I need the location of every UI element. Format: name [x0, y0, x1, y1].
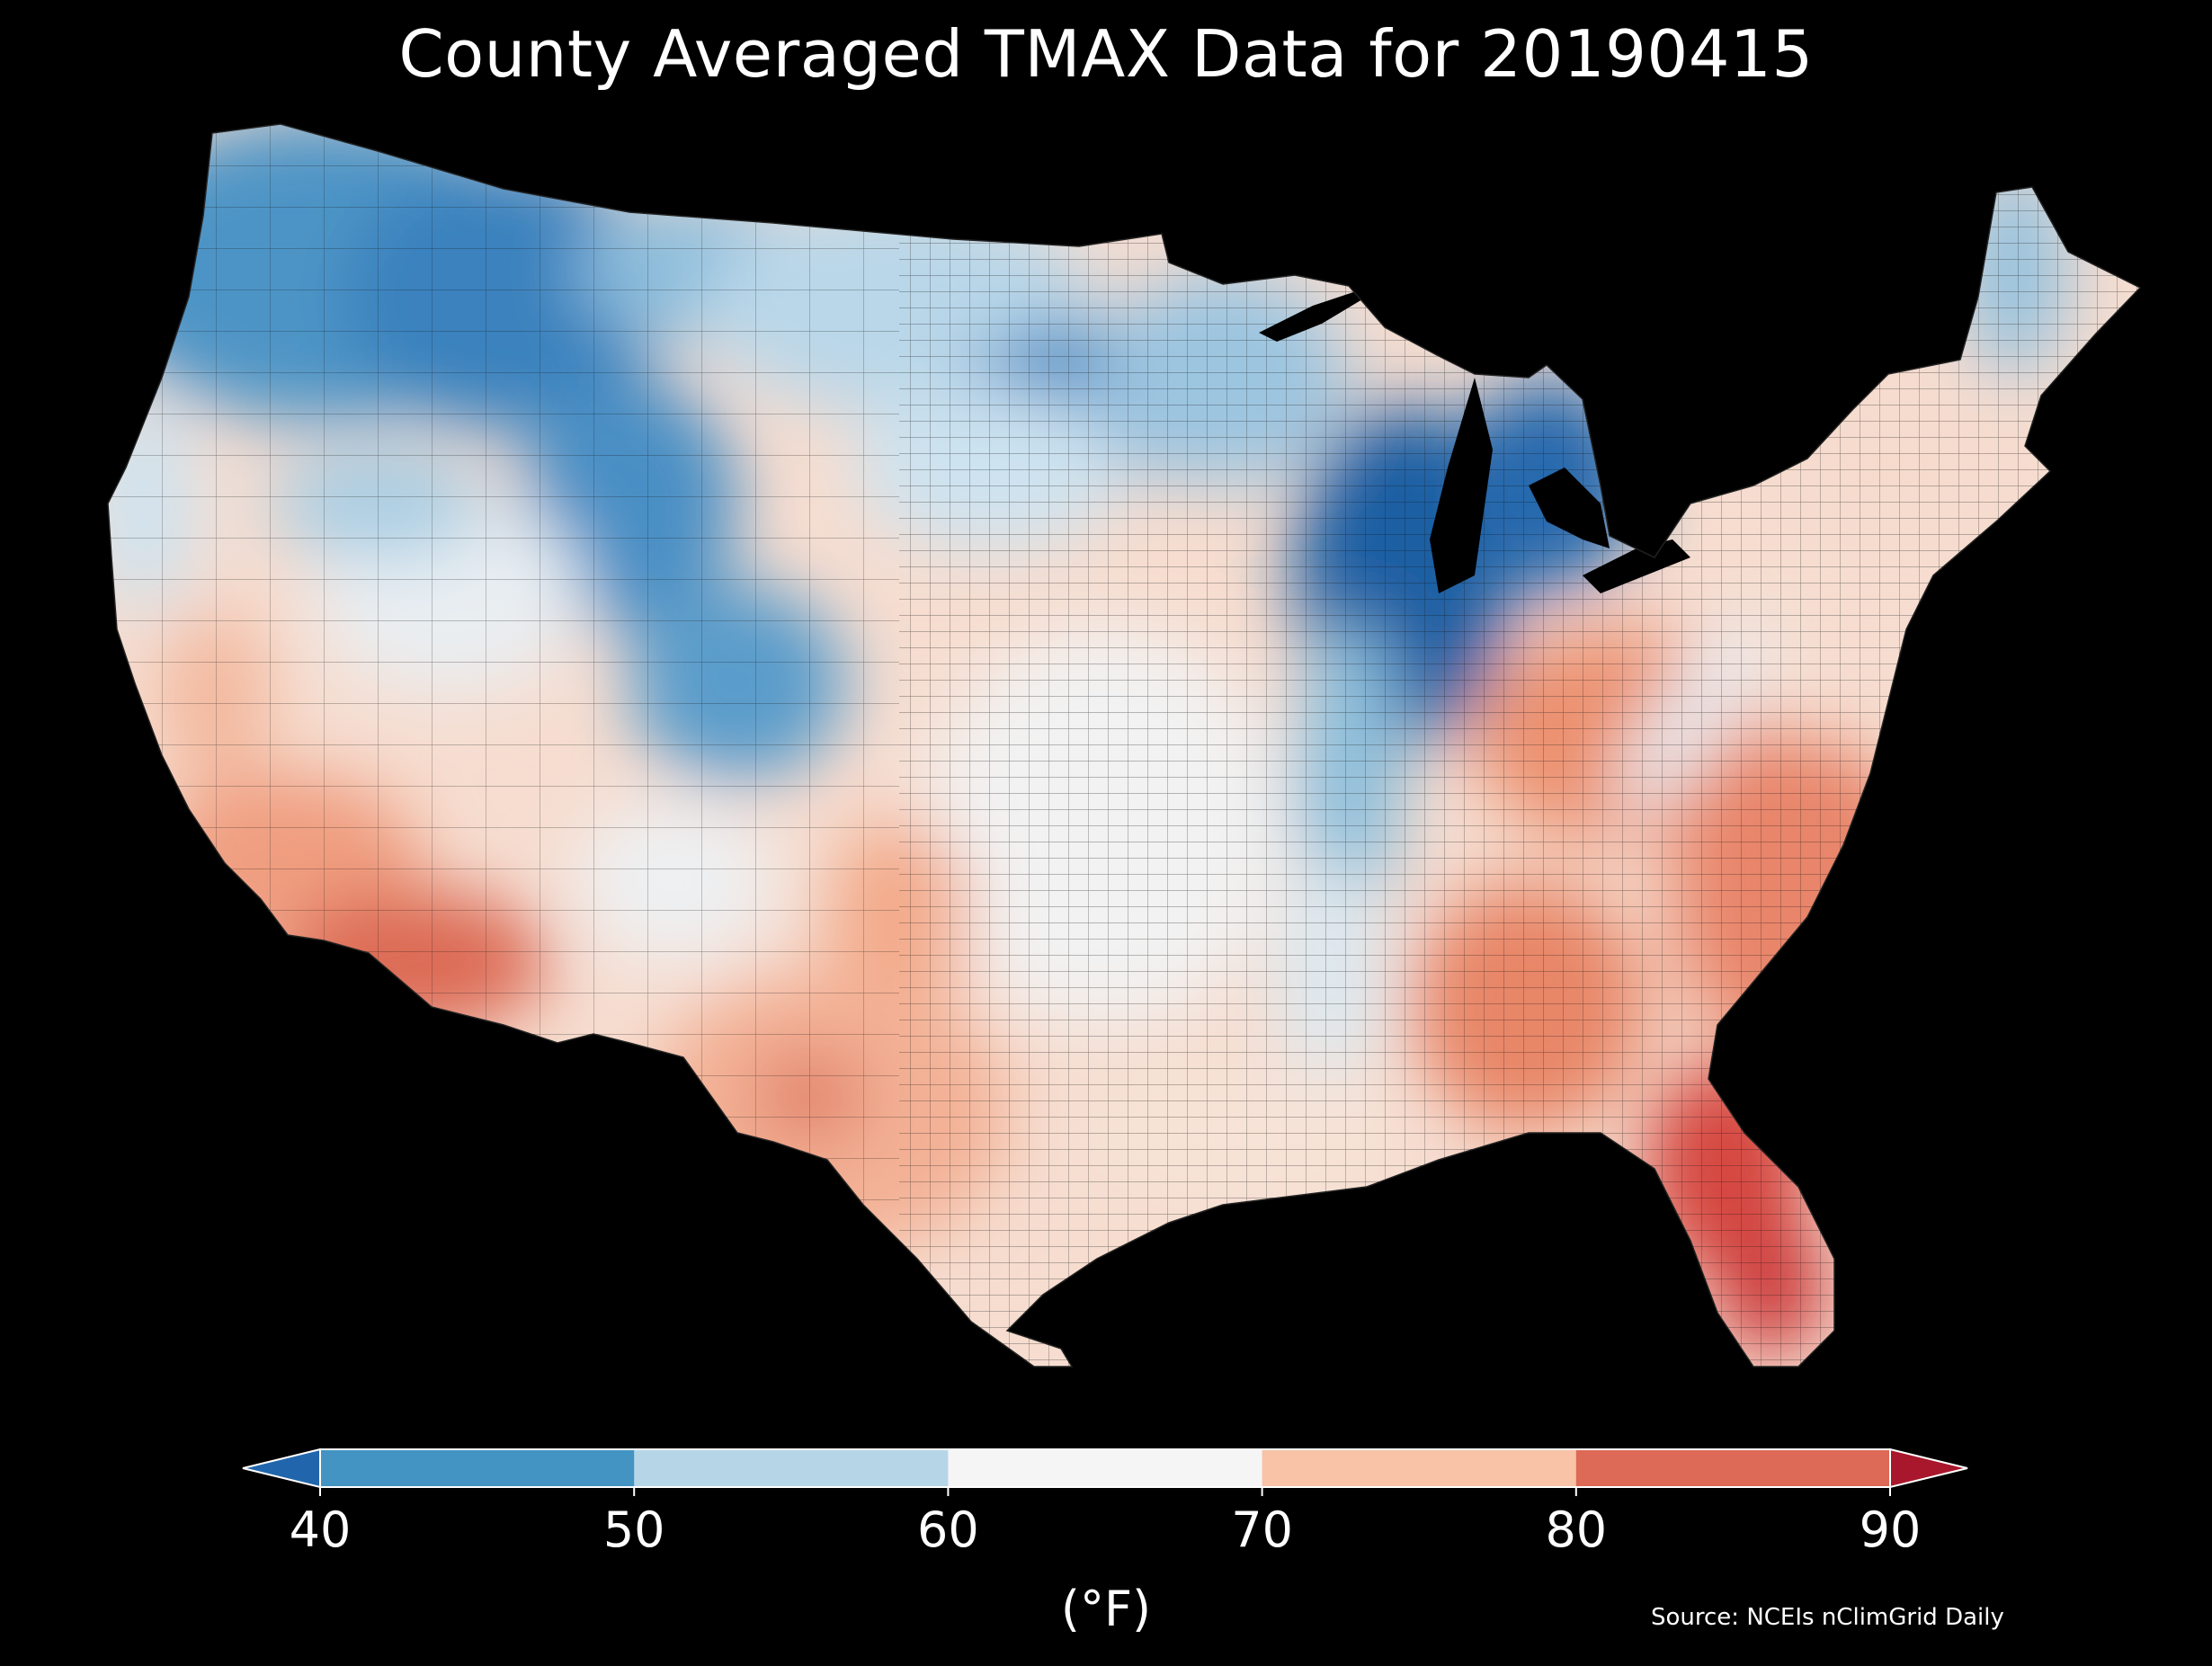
colorbar-tick-label: 70	[1231, 1501, 1293, 1558]
colorbar-bin	[634, 1449, 949, 1487]
colorbar-bin	[948, 1449, 1263, 1487]
colorbar-tick-label: 50	[603, 1501, 665, 1558]
colorbar-tick-label: 60	[917, 1501, 979, 1558]
colorbar-tick-label: 80	[1545, 1501, 1607, 1558]
colorbar-extend-high	[1889, 1448, 1968, 1489]
colorbar-bin	[320, 1449, 635, 1487]
colorbar-bin	[1262, 1449, 1577, 1487]
map-title: County Averaged TMAX Data for 20190415	[398, 16, 1814, 92]
colorbar-outline	[319, 1448, 1891, 1488]
colorbar-tick-label: 40	[290, 1501, 352, 1558]
colorbar-unit-label: (°F)	[1061, 1581, 1151, 1637]
colorbar-bin	[1575, 1449, 1891, 1487]
colorbar-tick-label: 90	[1860, 1501, 1922, 1558]
great-lakes	[1259, 270, 1807, 593]
us-outline	[107, 123, 2142, 1368]
source-credit: Source: NCEIs nClimGrid Daily	[1651, 1604, 2004, 1631]
colorbar-extend-low	[242, 1448, 321, 1489]
